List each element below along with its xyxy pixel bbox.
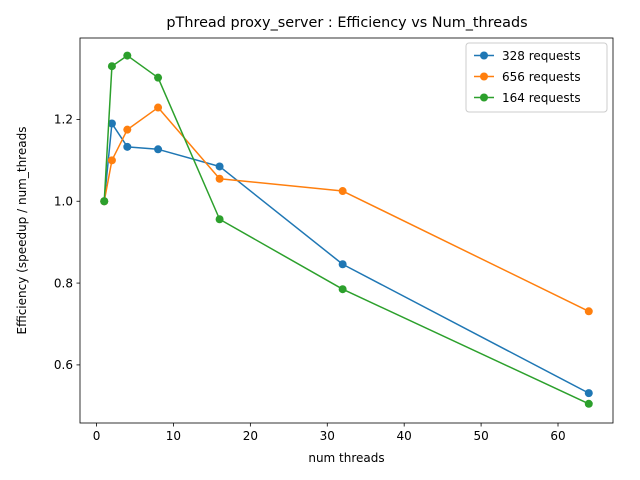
data-point — [123, 125, 132, 134]
data-point — [584, 399, 593, 408]
data-point — [584, 307, 593, 316]
x-tick-label: 60 — [550, 429, 565, 443]
data-point — [154, 145, 163, 154]
data-point — [107, 62, 116, 71]
data-point — [215, 162, 224, 171]
x-tick-label: 0 — [93, 429, 101, 443]
y-tick-label: 1.0 — [54, 195, 73, 209]
data-point — [107, 119, 116, 128]
chart-title: pThread proxy_server : Efficiency vs Num… — [166, 15, 527, 31]
legend-marker — [480, 93, 488, 102]
legend-marker — [480, 51, 488, 60]
x-tick-label: 20 — [243, 429, 258, 443]
legend-marker — [480, 72, 488, 81]
legend: 328 requests 656 requests 164 requests — [465, 42, 608, 113]
x-tick-label: 30 — [320, 429, 335, 443]
data-point — [215, 215, 224, 224]
data-point — [123, 51, 132, 60]
data-point — [338, 260, 347, 269]
series-2 — [100, 51, 593, 408]
x-tick-label: 40 — [397, 429, 412, 443]
y-axis-label: Efficiency (speedup / num_threads — [15, 127, 29, 335]
y-tick-label: 0.8 — [54, 276, 73, 290]
legend-label: 164 requests — [502, 91, 581, 105]
axes: 0 10 20 30 40 50 60 0.6 0.8 1.0 1.2 — [54, 113, 566, 443]
data-point — [338, 285, 347, 294]
legend-item: 164 requests — [474, 91, 581, 105]
data-point — [584, 389, 593, 398]
x-tick-label: 50 — [473, 429, 488, 443]
plot-frame — [79, 37, 614, 424]
data-point — [154, 103, 163, 112]
data-point — [107, 156, 116, 165]
data-point — [154, 73, 163, 82]
x-axis-label: num threads — [308, 451, 384, 465]
legend-item: 328 requests — [474, 49, 581, 63]
series-layer — [100, 51, 593, 408]
legend-label: 328 requests — [502, 49, 581, 63]
data-point — [100, 197, 109, 206]
y-tick-label: 1.2 — [54, 113, 73, 127]
legend-label: 656 requests — [502, 70, 581, 84]
data-point — [123, 142, 132, 151]
data-point — [215, 174, 224, 183]
data-point — [338, 187, 347, 196]
legend-box — [465, 42, 608, 113]
x-tick-label: 10 — [166, 429, 181, 443]
legend-item: 656 requests — [474, 70, 581, 84]
y-tick-label: 0.6 — [54, 358, 73, 372]
